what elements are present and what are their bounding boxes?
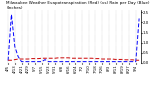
Text: Milwaukee Weather Evapotranspiration (Red) (vs) Rain per Day (Blue) (Inches): Milwaukee Weather Evapotranspiration (Re… bbox=[6, 1, 150, 10]
